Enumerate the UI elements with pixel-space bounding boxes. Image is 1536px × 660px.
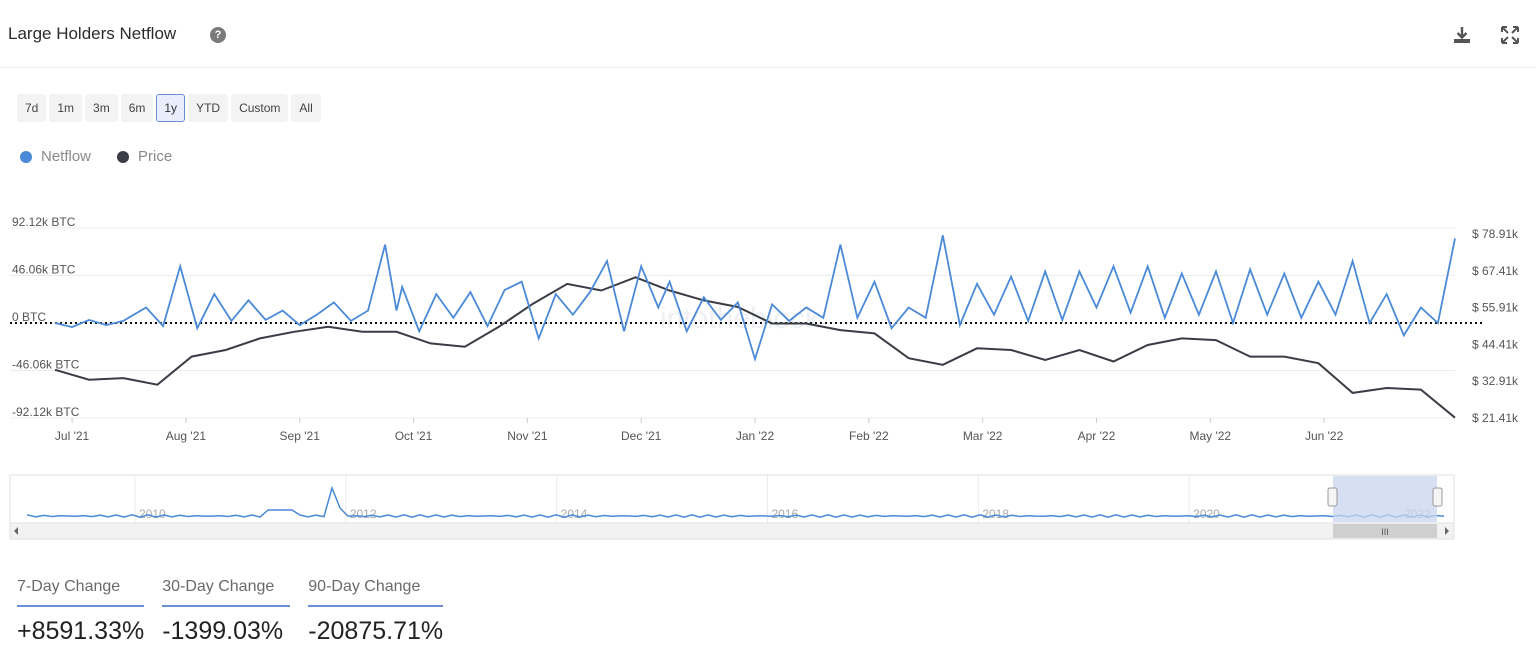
left-tick-label: 0 BTC	[12, 310, 46, 324]
scrollbar-thumb[interactable]	[1333, 524, 1437, 538]
range-button-1y[interactable]: 1y	[156, 94, 186, 122]
legend-dot-price	[117, 150, 130, 163]
x-tick-label: Jul '21	[55, 429, 90, 443]
price-series-line	[54, 276, 1456, 419]
question-circle-icon[interactable]: ?	[210, 27, 226, 43]
stat-30-day: 30-Day Change -1399.03%	[162, 578, 291, 646]
legend-label-netflow: Netflow	[41, 148, 92, 165]
range-button-1m[interactable]: 1m	[49, 94, 83, 122]
stat-7-day: 7-Day Change +8591.33%	[17, 578, 145, 646]
x-tick-label: Oct '21	[395, 429, 433, 443]
range-button-all[interactable]: All	[291, 94, 321, 122]
left-tick-label: -92.12k BTC	[12, 405, 80, 419]
netflow-chart[interactable]: intotheblock 92.12k BTC 46.06k BTC 0 BTC -4…	[0, 210, 1536, 450]
fullscreen-icon[interactable]	[1499, 24, 1521, 46]
x-tick-label: Jun '22	[1305, 429, 1344, 443]
left-tick-label: 92.12k BTC	[12, 215, 76, 229]
right-tick-label: $ 78.91k	[1472, 227, 1519, 241]
navigator-left-handle[interactable]	[1327, 487, 1338, 507]
right-axis: $ 78.91k $ 67.41k $ 55.91k $ 44.41k $ 32.91k…	[1472, 227, 1519, 425]
navigator-frame	[9, 474, 1455, 530]
navigator-year-label: 2020	[1193, 507, 1220, 521]
stat-value-7-day: +8591.33%	[17, 617, 145, 645]
stat-label-30-day: 30-Day Change	[162, 578, 291, 607]
x-tick-label: Nov '21	[507, 429, 548, 443]
navigator-selection[interactable]	[1333, 476, 1437, 522]
navigator-grid: 2010201220142016201820202022	[134, 475, 1431, 523]
left-tick-label: 46.06k BTC	[12, 263, 76, 277]
left-axis: 92.12k BTC 46.06k BTC 0 BTC -46.06k BTC -92.…	[12, 215, 80, 419]
navigator-year-label: 2018	[982, 507, 1009, 521]
navigator-year-label: 2010	[139, 507, 166, 521]
navigator[interactable]: 2010201220142016201820202022 III	[0, 470, 1536, 544]
range-button-7d[interactable]: 7d	[17, 94, 47, 122]
navigator-right-handle[interactable]	[1432, 487, 1443, 507]
scrollbar-track[interactable]	[9, 522, 1455, 540]
chart-header: Large Holders Netflow ?	[0, 0, 1536, 68]
x-tick-label: Apr '22	[1078, 429, 1116, 443]
range-button-6m[interactable]: 6m	[120, 94, 154, 122]
navigator-year-label: 2014	[561, 507, 588, 521]
x-tick-label: Feb '22	[849, 429, 889, 443]
legend-label-price: Price	[138, 148, 173, 165]
scrollbar-grip: III	[1381, 527, 1389, 537]
stat-value-30-day: -1399.03%	[162, 617, 284, 645]
change-stats: 7-Day Change +8591.33% 30-Day Change -13…	[17, 578, 444, 646]
scroll-right-icon[interactable]	[1445, 527, 1449, 535]
netflow-series-line	[54, 235, 1456, 363]
x-tick-label: May '22	[1189, 429, 1231, 443]
right-tick-label: $ 44.41k	[1472, 337, 1519, 351]
x-tick-label: Jan '22	[736, 429, 775, 443]
download-icon[interactable]	[1451, 24, 1473, 46]
right-tick-label: $ 67.41k	[1472, 264, 1519, 278]
stat-label-7-day: 7-Day Change	[17, 578, 145, 607]
stat-90-day: 90-Day Change -20875.71%	[308, 578, 444, 646]
range-button-ytd[interactable]: YTD	[188, 94, 229, 122]
stat-value-90-day: -20875.71%	[308, 617, 444, 645]
right-tick-label: $ 55.91k	[1472, 301, 1519, 315]
stat-label-90-day: 90-Day Change	[308, 578, 444, 607]
legend-item-price[interactable]: Price	[117, 148, 172, 165]
range-selector: 7d 1m 3m 6m 1y YTD Custom All	[17, 94, 321, 122]
legend-dot-netflow	[20, 150, 32, 163]
scroll-left-icon[interactable]	[14, 527, 18, 535]
legend-item-netflow[interactable]: Netflow	[20, 148, 91, 165]
left-tick-label: -46.06k BTC	[12, 358, 80, 372]
x-axis: Jul '21 Aug '21 Sep '21 Oct '21 Nov '21 Dec '…	[55, 418, 1344, 443]
navigator-series-line	[27, 485, 1445, 518]
x-tick-label: Aug '21	[166, 429, 207, 443]
chart-title: Large Holders Netflow	[8, 24, 177, 43]
range-button-3m[interactable]: 3m	[85, 94, 118, 122]
chart-legend: Netflow Price	[20, 148, 172, 165]
x-tick-label: Sep '21	[280, 429, 321, 443]
navigator-year-label: 2012	[350, 507, 377, 521]
range-button-custom[interactable]: Custom	[231, 94, 289, 122]
navigator-year-label: 2016	[772, 507, 799, 521]
watermark-text: intotheblock	[660, 302, 821, 335]
x-tick-label: Mar '22	[963, 429, 1003, 443]
x-tick-label: Dec '21	[621, 429, 662, 443]
right-tick-label: $ 21.41k	[1472, 411, 1519, 425]
right-tick-label: $ 32.91k	[1472, 374, 1519, 388]
